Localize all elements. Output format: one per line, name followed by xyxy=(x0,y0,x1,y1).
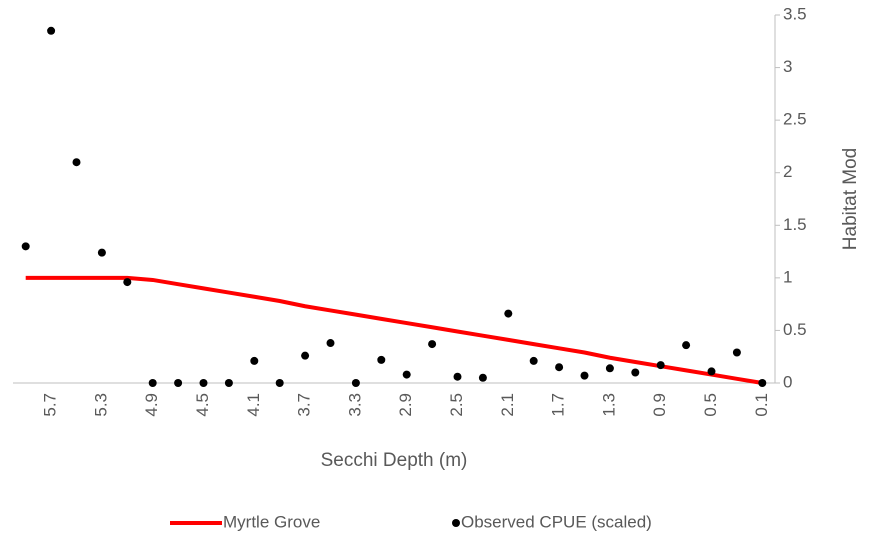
point xyxy=(275,379,284,387)
point xyxy=(732,348,741,357)
y-tick-label: 2 xyxy=(783,162,792,181)
x-tick-label: 1.3 xyxy=(599,393,618,417)
point xyxy=(682,341,691,350)
point xyxy=(555,363,564,372)
point xyxy=(301,351,310,360)
point xyxy=(478,373,487,382)
y-axis-title: Habitat Mod xyxy=(840,148,861,250)
point xyxy=(199,379,208,387)
point xyxy=(148,379,157,387)
y-tick-label: 0.5 xyxy=(783,320,807,339)
point xyxy=(656,361,665,370)
point xyxy=(326,339,335,348)
x-tick-label: 0.1 xyxy=(752,393,771,417)
point xyxy=(47,26,56,35)
point xyxy=(504,309,513,318)
point xyxy=(529,356,538,365)
x-axis-title: Secchi Depth (m) xyxy=(321,450,468,471)
point xyxy=(580,371,589,380)
legend-swatch xyxy=(452,519,460,527)
y-tick-label: 1 xyxy=(783,267,792,286)
y-tick-label: 2.5 xyxy=(783,110,807,129)
point xyxy=(72,158,81,167)
legend-label: Myrtle Grove xyxy=(223,512,320,531)
point xyxy=(428,340,437,349)
y-tick-label: 3.5 xyxy=(783,4,807,23)
x-tick-label: 3.3 xyxy=(345,393,364,417)
y-tick-label: 0 xyxy=(783,372,792,391)
x-tick-label: 1.7 xyxy=(549,393,568,417)
x-tick-label: 0.9 xyxy=(650,393,669,417)
x-tick-label: 2.9 xyxy=(396,393,415,417)
x-tick-label: 2.5 xyxy=(447,393,466,417)
point xyxy=(758,379,767,387)
point xyxy=(174,379,183,387)
point xyxy=(21,242,30,251)
line xyxy=(25,275,763,385)
point xyxy=(351,379,360,387)
legend-label: Observed CPUE (scaled) xyxy=(461,512,652,531)
point xyxy=(123,278,132,287)
x-tick-label: 5.3 xyxy=(91,393,110,417)
y-tick-label: 3 xyxy=(783,57,792,76)
x-tick-label: 4.9 xyxy=(142,393,161,417)
point xyxy=(250,356,259,365)
point xyxy=(224,379,233,387)
point xyxy=(402,370,411,379)
x-tick-label: 4.1 xyxy=(244,393,263,417)
point xyxy=(97,248,106,257)
point xyxy=(631,368,640,377)
x-tick-label: 2.1 xyxy=(498,393,517,417)
x-tick-label: 0.5 xyxy=(701,393,720,417)
point xyxy=(377,355,386,364)
x-tick-label: 5.7 xyxy=(41,393,60,417)
y-tick-label: 1.5 xyxy=(783,215,807,234)
point xyxy=(453,372,462,381)
point xyxy=(605,364,614,373)
x-tick-label: 3.7 xyxy=(295,393,314,417)
x-tick-label: 4.5 xyxy=(193,393,212,417)
point xyxy=(707,367,716,376)
